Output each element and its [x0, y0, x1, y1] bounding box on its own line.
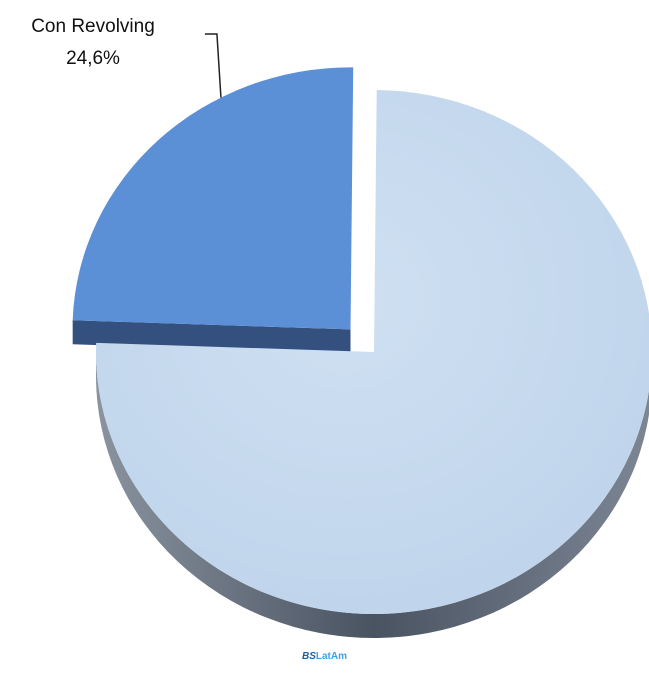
slice-0 — [72, 67, 354, 330]
brand-watermark: BSLatAm — [0, 651, 649, 663]
label-leader-line — [204, 33, 222, 98]
watermark-bold: BS — [301, 651, 316, 662]
slice-1 — [96, 90, 649, 614]
slice-label-name: Con Revolving — [31, 16, 155, 37]
slice-label-value: 24,6% — [66, 48, 120, 69]
watermark-rest: LatAm — [315, 651, 348, 662]
